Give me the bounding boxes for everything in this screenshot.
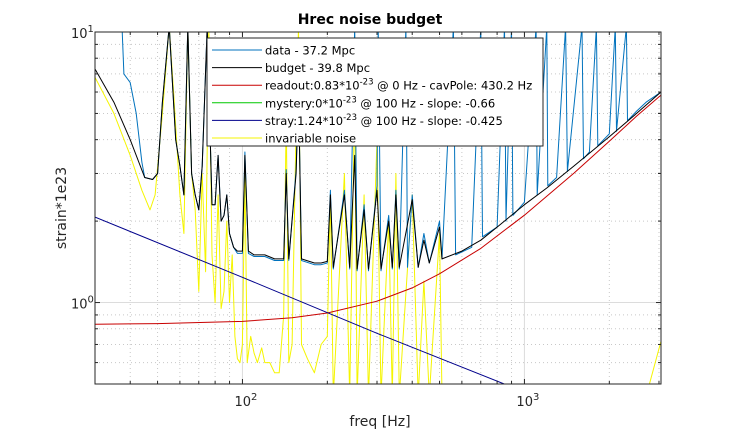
y-tick-label: 101 — [71, 24, 94, 42]
x-tick-label: 103 — [516, 392, 539, 410]
legend-entry: readout:0.83*10-23 @ 0 Hz - cavPole: 430… — [265, 78, 532, 93]
series-line-1 — [95, 32, 661, 270]
x-tick-label: 102 — [234, 392, 257, 410]
legend-entry: mystery:0*10-23 @ 100 Hz - slope: -0.66 — [265, 95, 495, 110]
legend-entry: invariable noise — [265, 132, 356, 146]
y-tick-label: 100 — [71, 295, 94, 313]
legend: data - 37.2 Mpc budget - 39.8 Mpc readout:… — [206, 37, 544, 147]
x-axis-label: freq [Hz] — [349, 414, 410, 430]
legend-box — [206, 37, 544, 147]
plot-frame — [94, 31, 662, 385]
ticks: 102 103 100 101 — [71, 24, 661, 410]
legend-entry: data - 37.2 Mpc — [265, 44, 355, 58]
chart-title: Hrec noise budget — [298, 12, 443, 28]
y-axis-label: strain*1e23 — [54, 167, 70, 249]
series-lines — [95, 32, 661, 384]
legend-entry: stray:1.24*10-23 @ 100 Hz - slope: -0.42… — [265, 113, 503, 128]
legend-entry: budget - 39.8 Mpc — [265, 61, 370, 75]
series-line-2 — [95, 94, 661, 325]
series-line-4 — [95, 216, 506, 384]
